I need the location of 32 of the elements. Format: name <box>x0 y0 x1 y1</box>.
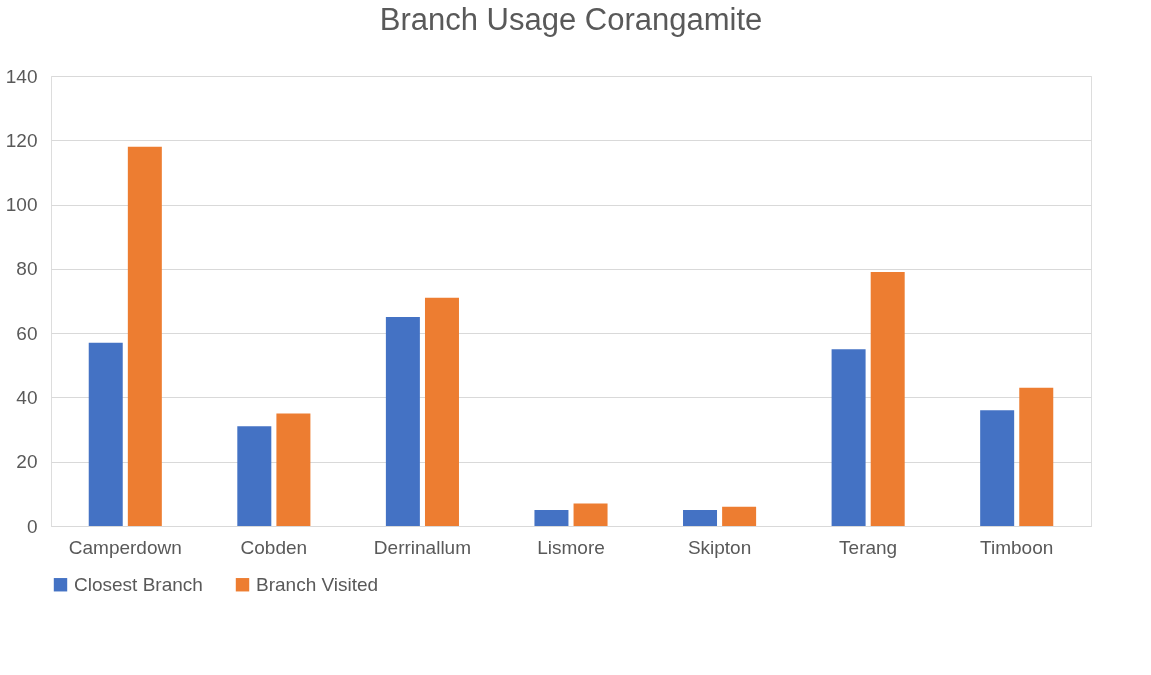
y-tick-label: 80 <box>16 258 38 280</box>
y-tick-label: 40 <box>16 386 38 408</box>
bar <box>683 509 718 526</box>
bar <box>534 509 569 526</box>
x-tick-label: Timboon <box>980 536 1054 558</box>
x-tick-label: Camperdown <box>68 536 182 558</box>
x-tick-label: Derrinallum <box>373 536 471 558</box>
bar <box>831 349 866 526</box>
bar <box>424 297 459 526</box>
bar <box>1019 387 1054 526</box>
y-tick-label: 100 <box>5 194 38 216</box>
legend-label: Branch Visited <box>256 573 379 595</box>
bar <box>870 272 905 526</box>
y-tick-label: 0 <box>26 515 38 537</box>
bar <box>385 317 420 526</box>
y-tick-label: 120 <box>5 129 38 151</box>
bar <box>722 506 757 526</box>
legend-label: Closest Branch <box>74 573 203 595</box>
y-tick-label: 140 <box>5 65 38 87</box>
bar <box>127 146 162 526</box>
bar <box>237 426 272 526</box>
x-tick-label: Cobden <box>240 536 308 558</box>
x-tick-label: Lismore <box>537 536 605 558</box>
y-tick-label: 20 <box>16 451 38 473</box>
bar <box>573 503 608 526</box>
x-tick-label: Skipton <box>687 536 752 558</box>
bar <box>88 342 123 526</box>
chart-title: Branch Usage Corangamite <box>379 2 763 37</box>
bar <box>980 410 1015 526</box>
y-tick-label: 60 <box>16 322 38 344</box>
bar <box>276 413 311 526</box>
x-tick-label: Terang <box>839 536 898 558</box>
